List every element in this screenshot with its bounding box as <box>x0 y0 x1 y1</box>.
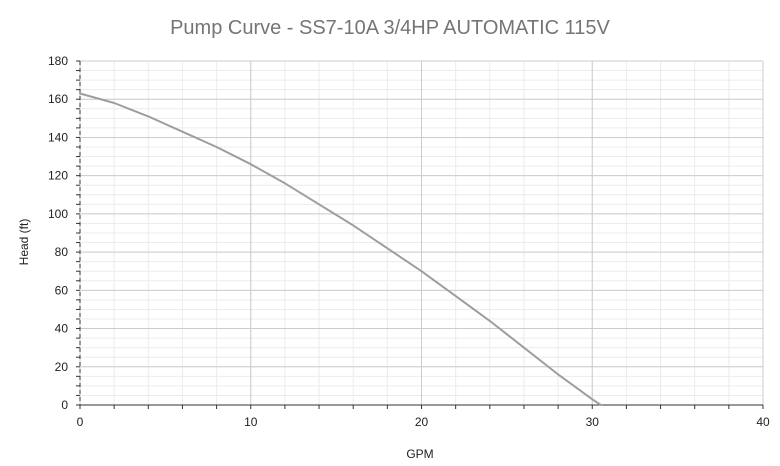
tick-marks <box>76 60 764 409</box>
x-tick-labels: 0 10 20 30 40 <box>77 415 770 429</box>
x-tick-label: 10 <box>244 415 258 429</box>
y-tick-label: 80 <box>55 245 69 259</box>
y-tick-label: 140 <box>48 130 68 144</box>
y-tick-labels: 0 20 40 60 80 100 120 140 160 180 <box>48 54 68 412</box>
x-tick-label: 40 <box>756 415 770 429</box>
y-tick-label: 100 <box>48 207 68 221</box>
y-tick-label: 40 <box>55 322 69 336</box>
y-tick-label: 0 <box>61 398 68 412</box>
x-tick-label: 20 <box>415 415 429 429</box>
x-tick-label: 0 <box>77 415 84 429</box>
y-tick-label: 20 <box>55 360 69 374</box>
x-axis-title: GPM <box>406 447 433 461</box>
y-axis-title: Head (ft) <box>17 219 31 266</box>
y-tick-label: 120 <box>48 169 68 183</box>
y-tick-label: 180 <box>48 54 68 68</box>
x-tick-label: 30 <box>586 415 600 429</box>
y-tick-label: 160 <box>48 92 68 106</box>
pump-curve-line <box>79 92 602 406</box>
series-group <box>79 92 602 406</box>
y-tick-label: 60 <box>55 283 69 297</box>
chart-title: Pump Curve - SS7-10A 3/4HP AUTOMATIC 115… <box>170 17 610 39</box>
